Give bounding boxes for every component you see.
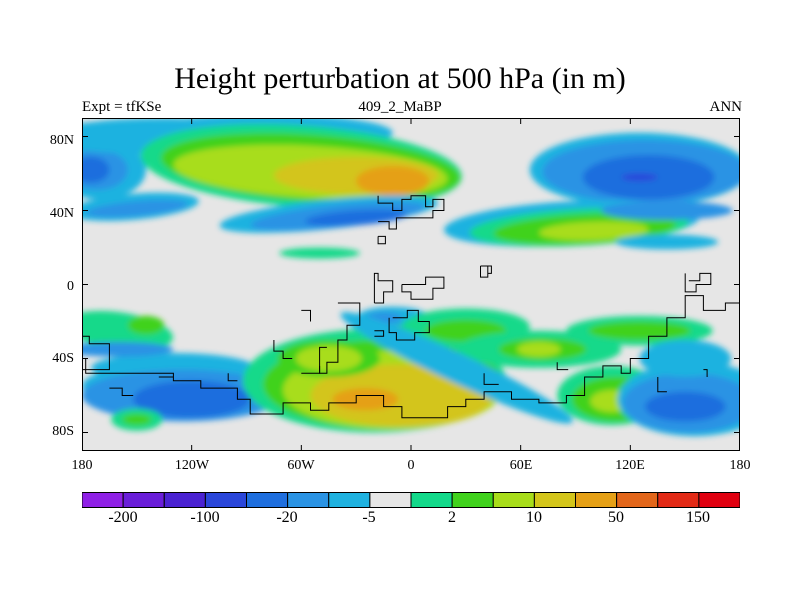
coastline-segment [374,330,385,337]
coastline-segment [480,265,492,274]
map-panel [82,118,740,451]
colorbar-box [575,492,618,508]
coastline-segment [483,373,499,385]
contour-region [588,321,691,340]
coastline-segment [377,235,386,245]
colorbar-label: -100 [190,509,220,526]
colorbar-box [81,492,124,508]
lon-label-120e: 120E [615,458,645,473]
contour-region [122,414,152,426]
lon-label-0: 0 [407,458,415,473]
colorbar-label: 150 [686,509,710,526]
coastline-segment [373,272,394,304]
contour-region [356,166,430,196]
colorbar-label: -5 [362,509,376,526]
contour-region [539,221,649,241]
coastline-segment [657,377,667,393]
contour-region [517,341,561,357]
coastline-segment [556,362,569,371]
colorbar-box [369,492,412,508]
lon-label-120w: 120W [174,458,210,473]
coastline-segment [377,195,445,230]
lat-label-40s: 40S [52,351,74,366]
colorbar-box [657,492,700,508]
contour-region [133,380,251,418]
coastline-segment [480,266,489,278]
colorbar-label: 10 [526,509,542,526]
colorbar-box [698,492,741,508]
colorbar-box [287,492,330,508]
lat-label-80n: 80N [49,133,74,148]
colorbar-label: -200 [108,509,138,526]
contour-region [295,345,362,372]
coastline-segment [401,276,445,300]
colorbar [81,492,741,508]
colorbar-boxes [81,492,741,508]
colorbar-box [163,492,206,508]
colorbar-box [122,492,165,508]
coastline-segment [82,335,110,371]
case-label: 409_2_MaBP [358,99,442,115]
colorbar-box [246,492,289,508]
colorbar-box [533,492,577,508]
colorbar-box [410,492,453,508]
colorbar-box [328,492,371,508]
contour-region [621,173,658,181]
coastline-segment [273,340,293,359]
axis-ticks [82,118,740,451]
colorbar-label: -20 [276,509,298,526]
coastline-segment [227,373,238,382]
lat-label-40n: 40N [49,206,74,221]
lat-label-80s: 80S [52,424,74,439]
contour-region [279,247,360,259]
contour-region [601,201,733,220]
coastline [82,195,740,419]
colorbar-label: 50 [608,509,624,526]
lon-label-180e: 180 [729,458,751,473]
plot-title: Height perturbation at 500 hPa (in m) [174,62,626,95]
experiment-label: Expt = tfKSe [82,99,162,115]
contour-region [332,388,399,411]
coastline-segment [388,309,430,341]
season-label: ANN [709,99,743,115]
coastline-segment [109,387,134,396]
contour-fill [82,118,740,437]
colorbar-box [451,492,494,508]
colorbar-box [616,492,659,508]
coastline-segment [301,309,311,322]
contour-region [639,340,731,377]
coastline-segment [301,365,321,374]
lon-label-180w: 180 [71,458,93,473]
colorbar-box [204,492,248,508]
contour-region [127,315,165,335]
colorbar-label: 2 [448,509,456,526]
coastline-segment [703,369,708,377]
contour-region [82,156,110,183]
coastline-segment [684,272,712,293]
contour-region [85,199,188,218]
lon-label-60w: 60W [287,458,315,473]
contour-region [645,391,726,422]
lat-label-0: 0 [67,279,74,294]
contour-region [615,234,719,250]
coastline-segment [82,295,740,419]
colorbar-box [492,492,535,508]
lon-label-60e: 60E [509,458,533,473]
contour-region [82,341,174,357]
contour-map [82,118,740,451]
